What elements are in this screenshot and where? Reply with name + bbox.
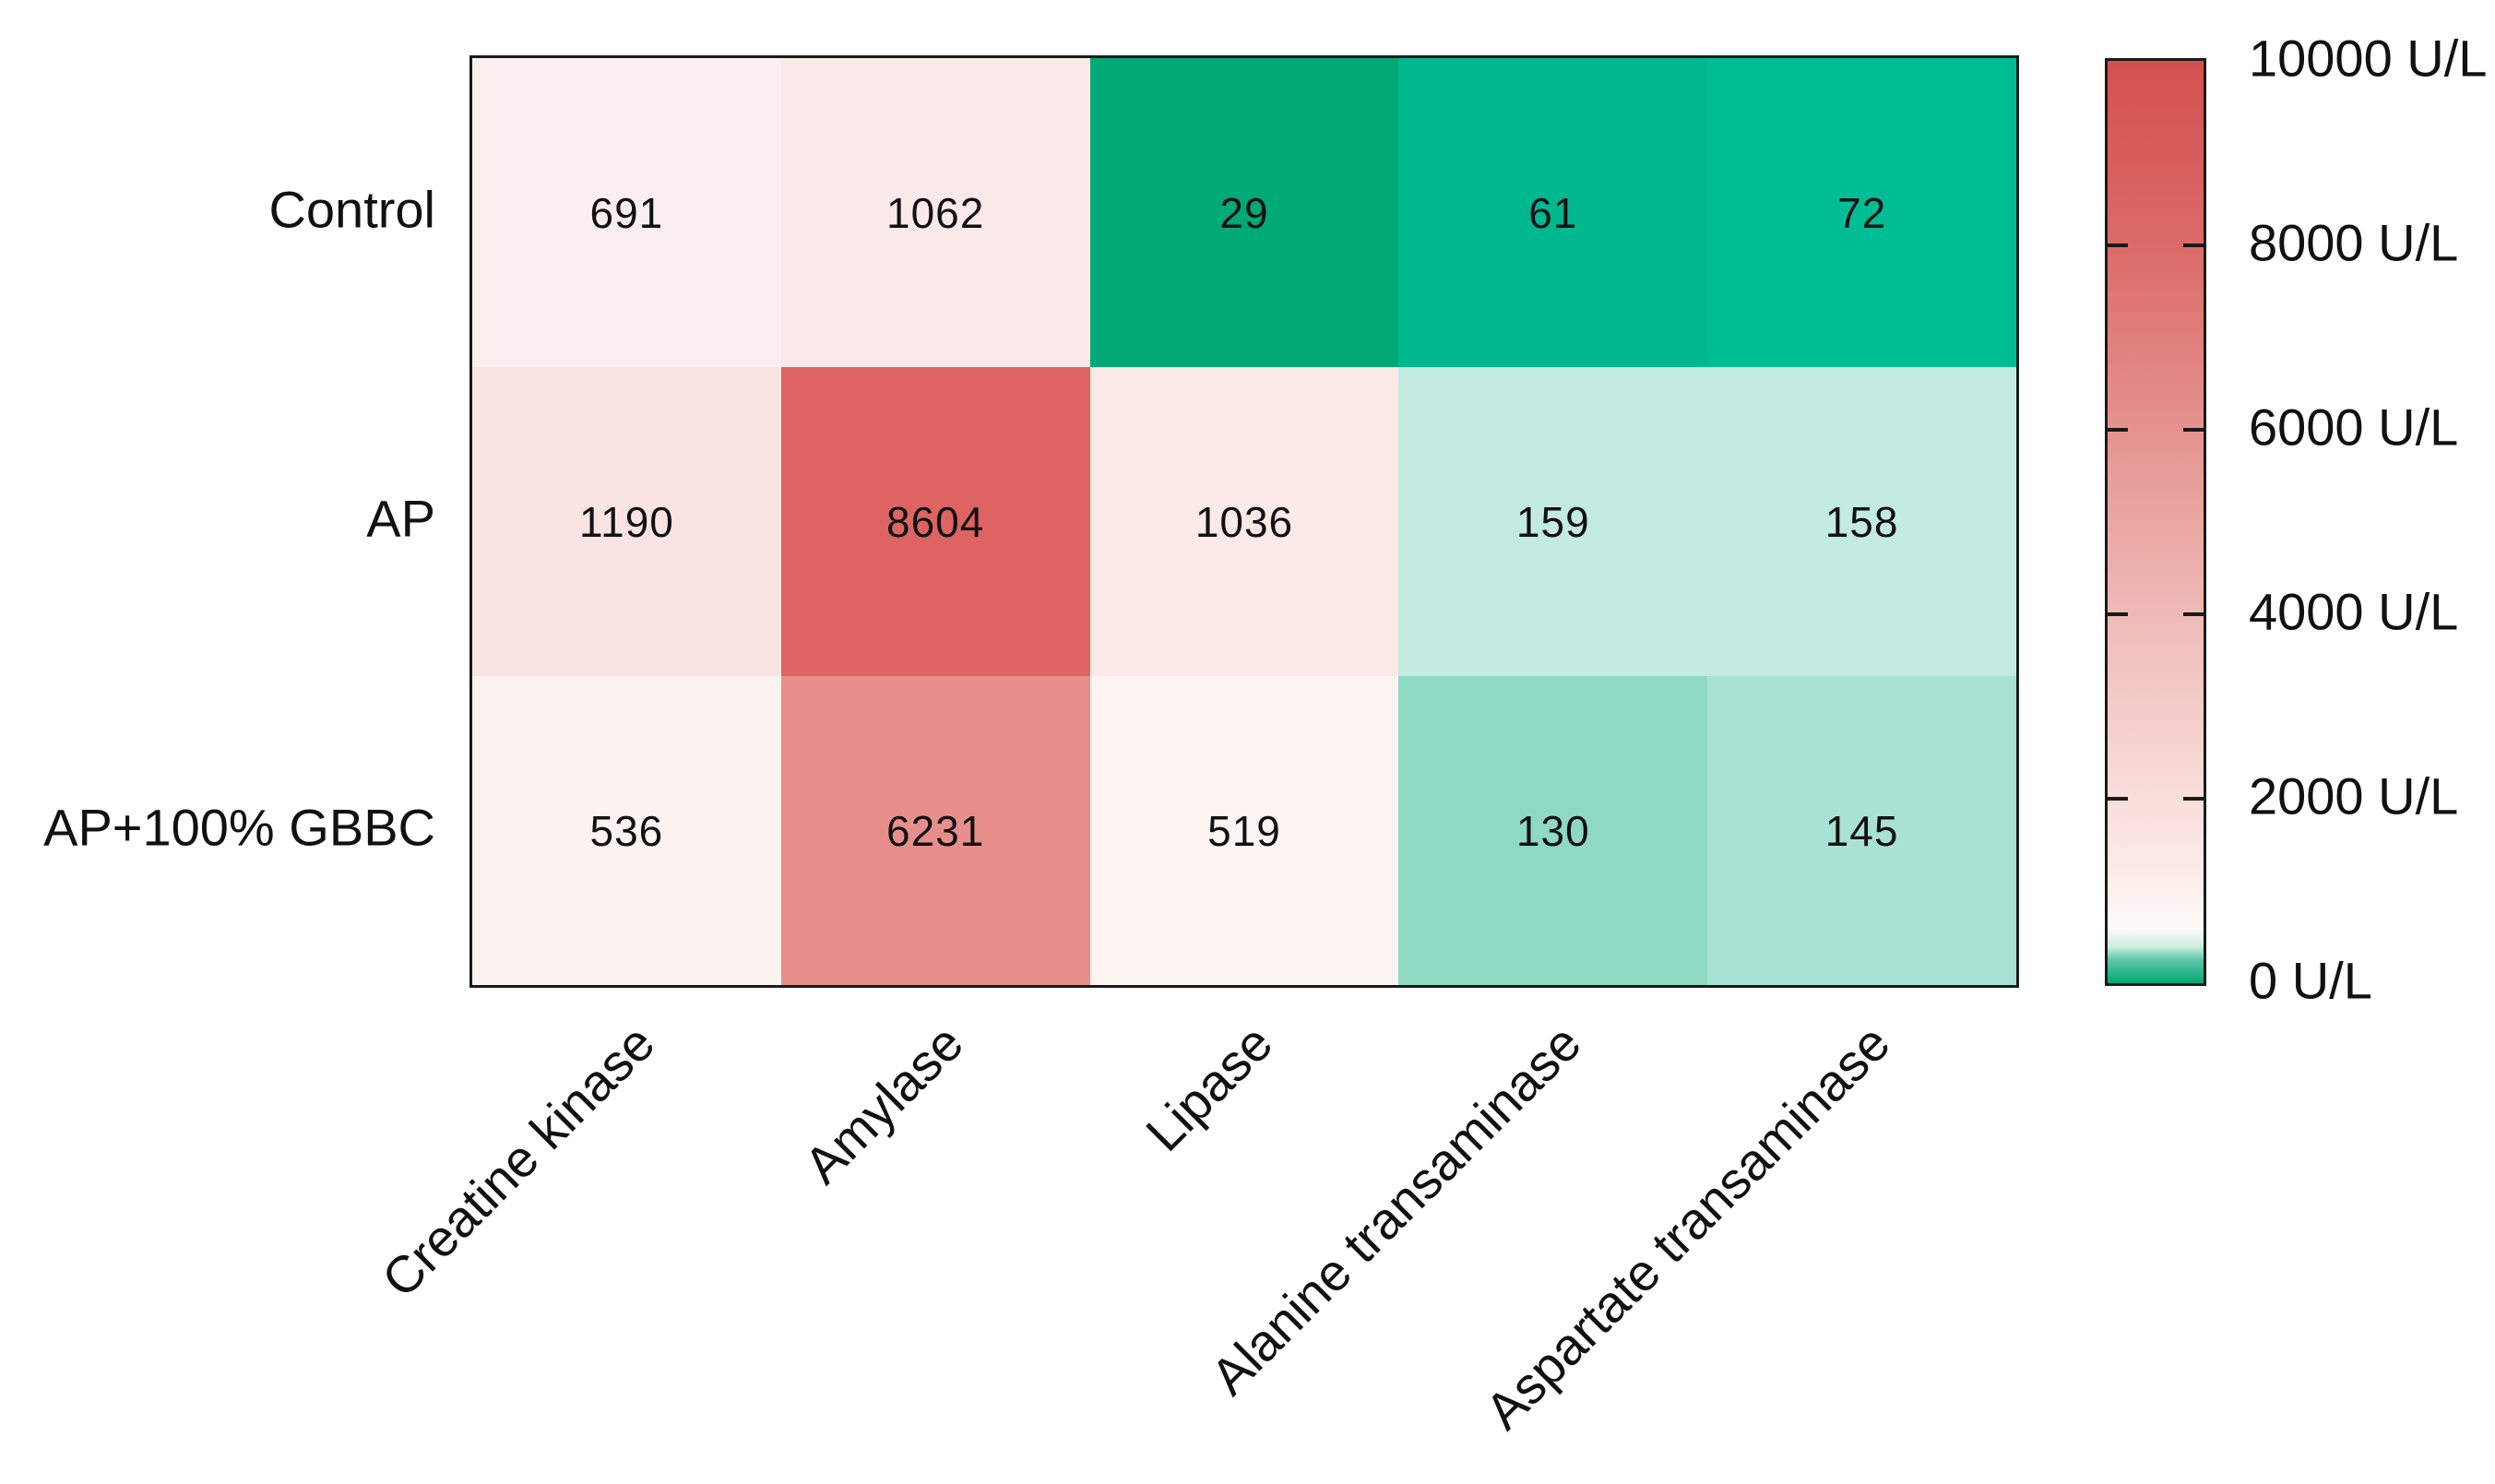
column-label: Amylase — [792, 1013, 975, 1195]
row-label: Control — [268, 180, 435, 239]
heatmap-cell: 159 — [1398, 367, 1708, 676]
heatmap-cell: 29 — [1089, 58, 1399, 367]
cell-value: 158 — [1824, 497, 1899, 546]
colorbar-tick — [2183, 428, 2204, 432]
row-label: AP+100% GBBC — [43, 798, 435, 857]
heatmap-cell: 1062 — [780, 58, 1090, 367]
cell-value: 145 — [1824, 806, 1899, 855]
heatmap-grid: 691 1062 29 61 72 1190 8604 1036 159 158 536 6231 51… — [472, 58, 2016, 985]
heatmap-cell: 145 — [1707, 676, 2016, 985]
heatmap-cell: 536 — [472, 676, 781, 985]
colorbar-tick — [2108, 243, 2128, 247]
column-label: Lipase — [1135, 1013, 1284, 1162]
heatmap-cell: 72 — [1707, 58, 2016, 367]
heatmap-cell: 61 — [1398, 58, 1708, 367]
cell-value: 1036 — [1194, 497, 1294, 546]
heatmap-cell: 691 — [472, 58, 781, 367]
cell-value: 72 — [1837, 188, 1887, 237]
cell-value: 519 — [1207, 806, 1281, 855]
colorbar-tick — [2108, 428, 2128, 432]
heatmap-cell: 6231 — [780, 676, 1090, 985]
colorbar-tick — [2183, 612, 2204, 616]
colorbar-tick-label: 0 U/L — [2249, 951, 2372, 1010]
cell-value: 159 — [1515, 497, 1590, 546]
heatmap-cell: 130 — [1398, 676, 1708, 985]
heatmap-cell: 1036 — [1089, 367, 1399, 676]
colorbar-tick — [2108, 797, 2128, 801]
colorbar-tick-label: 4000 U/L — [2249, 582, 2459, 641]
cell-value: 1190 — [578, 497, 674, 546]
colorbar-tick-label: 10000 U/L — [2249, 29, 2488, 88]
colorbar-tick-label: 6000 U/L — [2249, 398, 2459, 457]
colorbar — [2105, 58, 2206, 986]
cell-value: 8604 — [886, 497, 985, 546]
cell-value: 536 — [589, 806, 664, 855]
cell-value: 1062 — [886, 188, 985, 237]
colorbar-tick-label: 2000 U/L — [2249, 766, 2459, 825]
colorbar-tick — [2183, 797, 2204, 801]
cell-value: 691 — [589, 188, 664, 237]
colorbar-gradient — [2108, 61, 2204, 983]
heatmap-plot-frame: 691 1062 29 61 72 1190 8604 1036 159 158 536 6231 51… — [469, 55, 2019, 988]
cell-value: 6231 — [886, 806, 985, 855]
colorbar-tick — [2108, 612, 2128, 616]
heatmap-cell: 519 — [1089, 676, 1399, 985]
row-label: AP — [366, 489, 435, 548]
column-label: Creatine kinase — [370, 1013, 666, 1309]
cell-value: 29 — [1219, 188, 1269, 237]
heatmap-cell: 1190 — [472, 367, 781, 676]
heatmap-cell: 8604 — [780, 367, 1090, 676]
cell-value: 130 — [1515, 806, 1590, 855]
colorbar-tick — [2183, 243, 2204, 247]
heatmap-cell: 158 — [1707, 367, 2016, 676]
colorbar-tick-label: 8000 U/L — [2249, 213, 2459, 272]
cell-value: 61 — [1528, 188, 1578, 237]
